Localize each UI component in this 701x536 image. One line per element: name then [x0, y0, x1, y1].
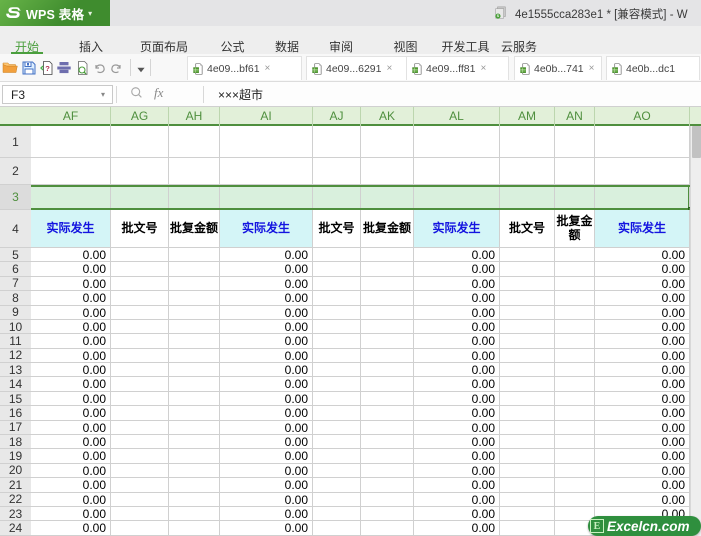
svg-text:?: ? [45, 64, 50, 73]
